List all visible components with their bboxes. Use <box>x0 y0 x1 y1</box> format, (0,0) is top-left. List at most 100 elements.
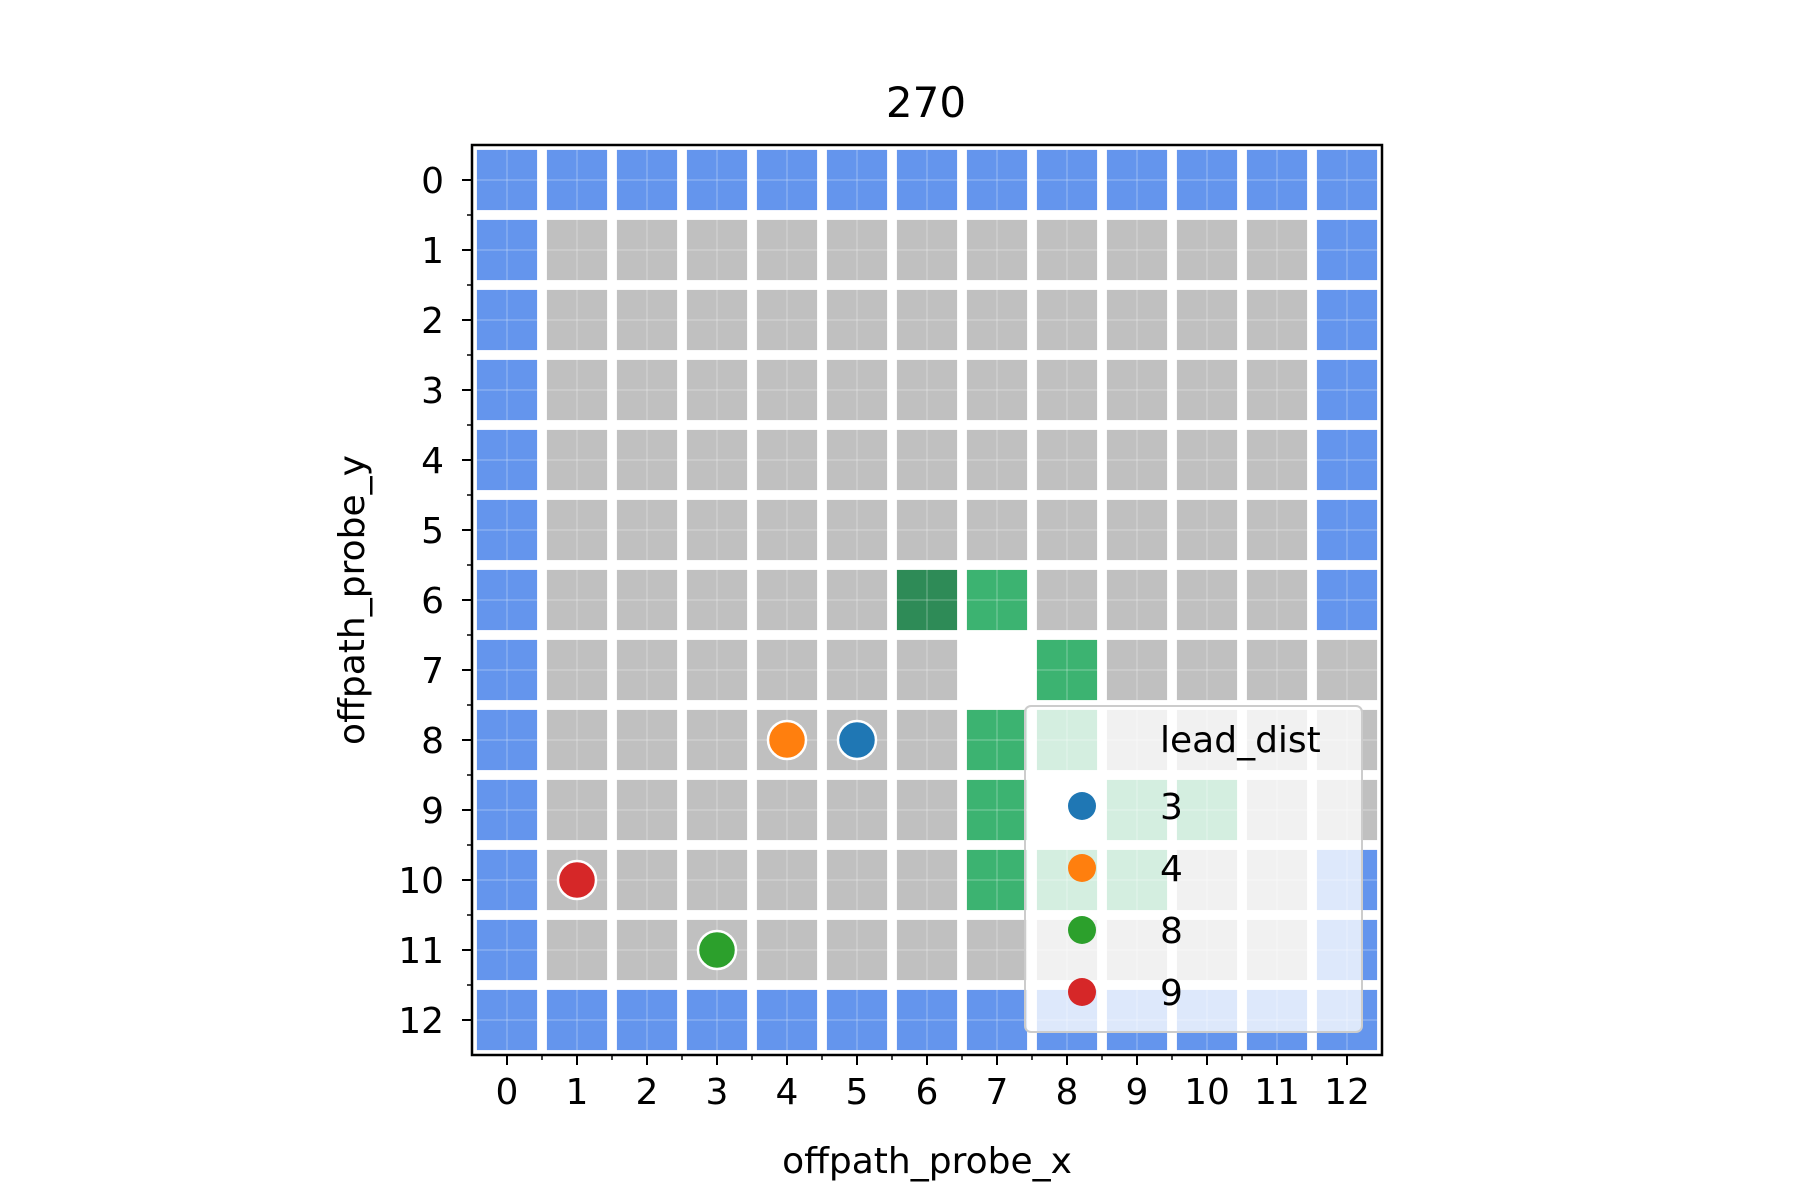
grid-cell <box>896 289 958 351</box>
grid-cell <box>476 989 538 1051</box>
grid-cell <box>546 709 608 771</box>
grid-cell <box>826 429 888 491</box>
grid-cell <box>686 639 748 701</box>
grid-cell <box>686 779 748 841</box>
grid-cell <box>1036 289 1098 351</box>
grid-cell <box>826 289 888 351</box>
grid-cell <box>616 779 678 841</box>
x-tick-label: 0 <box>496 1072 519 1113</box>
grid-cell <box>826 219 888 281</box>
grid-cell <box>616 569 678 631</box>
grid-cell <box>896 709 958 771</box>
grid-cell <box>546 359 608 421</box>
grid-cell <box>476 709 538 771</box>
x-tick-label: 4 <box>776 1072 799 1113</box>
x-tick-label: 10 <box>1184 1072 1230 1113</box>
legend-label: 8 <box>1160 911 1183 952</box>
grid-cell <box>476 849 538 911</box>
grid-cell <box>896 639 958 701</box>
grid-cell <box>1036 569 1098 631</box>
grid-cell <box>616 919 678 981</box>
legend-marker <box>1068 978 1096 1006</box>
grid-cell <box>1176 149 1238 211</box>
grid-cell <box>476 639 538 701</box>
legend-label: 4 <box>1160 849 1183 890</box>
legend-marker <box>1068 792 1096 820</box>
grid-cell <box>896 849 958 911</box>
grid-cell <box>756 779 818 841</box>
grid-cell <box>896 569 958 631</box>
grid-cell <box>896 919 958 981</box>
legend-label: 9 <box>1160 973 1183 1014</box>
grid-cell <box>756 149 818 211</box>
grid-cell <box>1106 569 1168 631</box>
grid-cell <box>476 779 538 841</box>
grid-cell <box>1176 429 1238 491</box>
grid-cell <box>966 639 1028 701</box>
y-tick-label: 9 <box>421 791 444 832</box>
grid-cell <box>616 989 678 1051</box>
grid-cell <box>826 569 888 631</box>
grid-cell <box>546 639 608 701</box>
grid-cell <box>686 219 748 281</box>
grid-cell <box>616 429 678 491</box>
y-tick-label: 11 <box>398 931 444 972</box>
grid-cell <box>1176 639 1238 701</box>
grid-cell <box>896 779 958 841</box>
grid-cell <box>966 499 1028 561</box>
grid-cell <box>1036 639 1098 701</box>
grid-cell <box>966 289 1028 351</box>
grid-cell <box>1036 359 1098 421</box>
grid-cell <box>896 149 958 211</box>
x-tick-label: 3 <box>706 1072 729 1113</box>
grid-cell <box>1036 429 1098 491</box>
legend-marker <box>1068 916 1096 944</box>
y-tick-label: 10 <box>398 861 444 902</box>
grid-cell <box>756 989 818 1051</box>
grid-cell <box>966 919 1028 981</box>
grid-cell <box>1176 219 1238 281</box>
grid-cell <box>476 359 538 421</box>
data-point <box>696 929 738 971</box>
x-tick-label: 2 <box>636 1072 659 1113</box>
grid-cell <box>1246 569 1308 631</box>
grid-cell <box>896 989 958 1051</box>
grid-cell <box>756 499 818 561</box>
legend-marker <box>1068 854 1096 882</box>
y-tick-label: 4 <box>421 441 444 482</box>
x-axis: 0 1 2 3 4 5 6 7 8 9 10 11 12 <box>496 1055 1370 1113</box>
grid-cell <box>686 499 748 561</box>
x-tick-label: 1 <box>566 1072 589 1113</box>
y-tick-label: 1 <box>421 231 444 272</box>
grid-cell <box>546 919 608 981</box>
grid-cell <box>616 709 678 771</box>
y-tick-label: 7 <box>421 651 444 692</box>
grid-cell <box>686 149 748 211</box>
grid-cell <box>826 989 888 1051</box>
grid-cell <box>1106 149 1168 211</box>
grid-cell <box>546 219 608 281</box>
grid-cell <box>686 989 748 1051</box>
grid-cell <box>1246 359 1308 421</box>
grid-cell <box>826 499 888 561</box>
grid-cell <box>476 499 538 561</box>
grid-cell <box>1106 639 1168 701</box>
grid-cell <box>826 639 888 701</box>
grid-cell <box>966 779 1028 841</box>
grid-cell <box>616 499 678 561</box>
legend: lead_dist 3 4 8 9 <box>1024 705 1363 1033</box>
grid-cell <box>1316 359 1378 421</box>
grid-cell <box>756 849 818 911</box>
grid-cell <box>966 149 1028 211</box>
grid-cell <box>826 149 888 211</box>
grid-cell <box>476 149 538 211</box>
grid-cell <box>756 219 818 281</box>
grid-cell <box>756 639 818 701</box>
grid-cell <box>1036 149 1098 211</box>
x-tick-label: 8 <box>1056 1072 1079 1113</box>
grid-cell <box>1106 429 1168 491</box>
grid-cell <box>896 359 958 421</box>
grid-cell <box>616 639 678 701</box>
